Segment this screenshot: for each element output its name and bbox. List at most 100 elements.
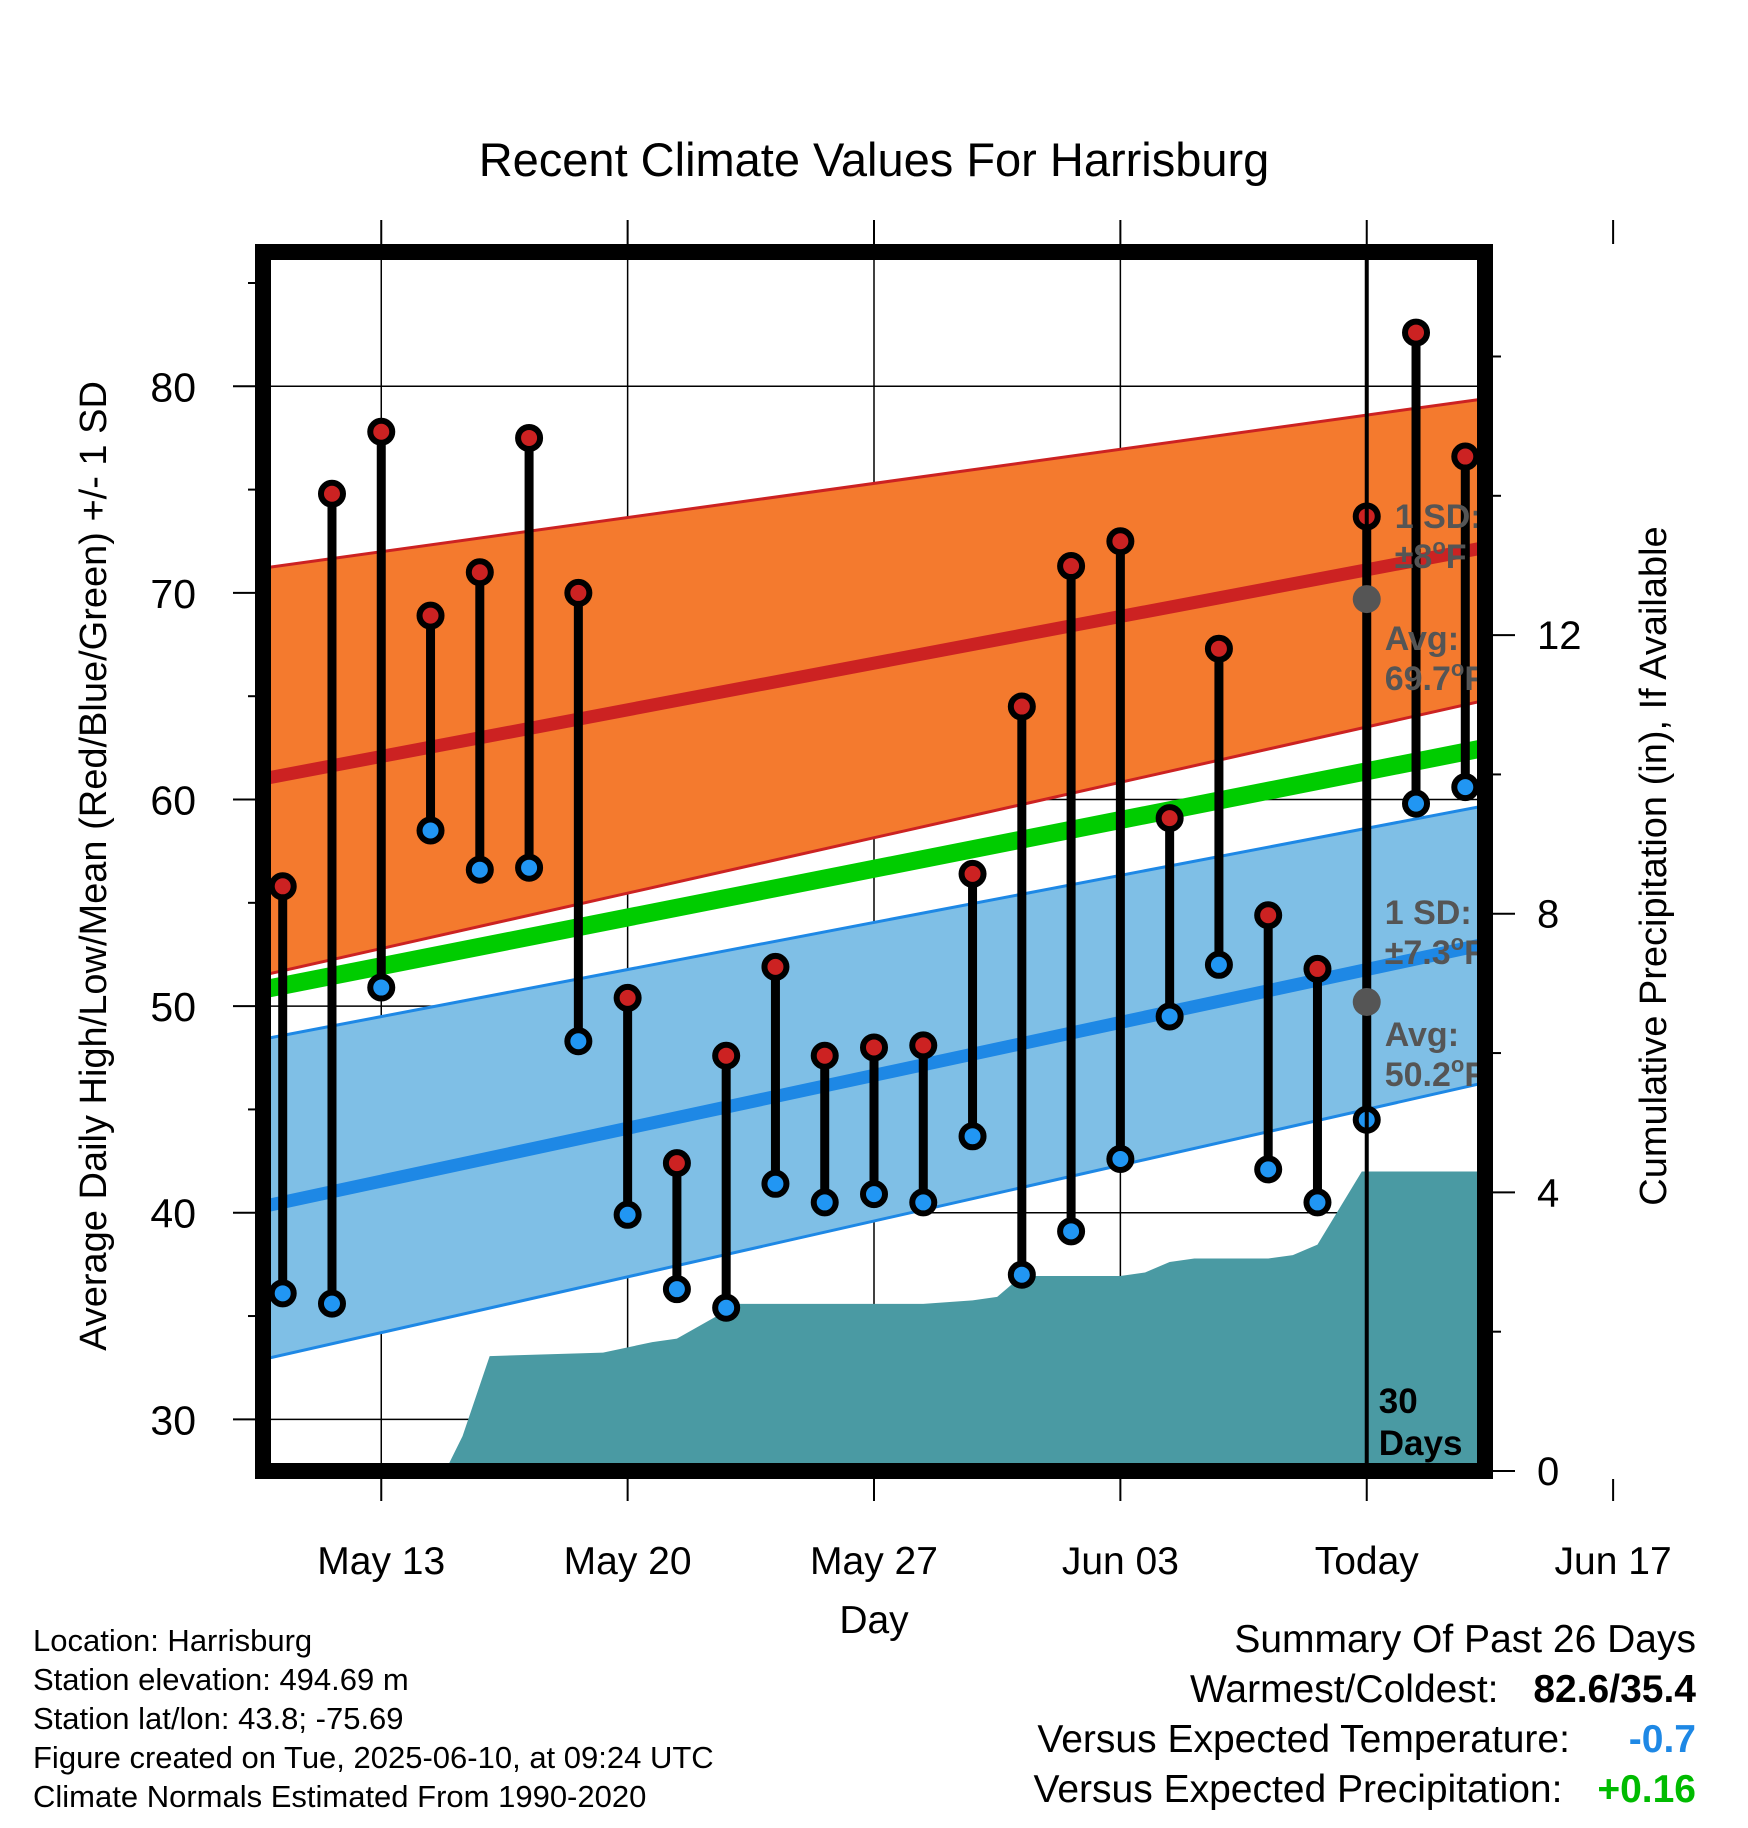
daily-high-marker: [1204, 634, 1233, 663]
daily-high-marker: [268, 872, 297, 901]
info-latlon: Station lat/lon: 43.8; -75.69: [33, 1701, 404, 1736]
daily-high-marker: [416, 601, 445, 630]
daily-markers: [268, 318, 1526, 1322]
y-tick-label: 40: [150, 1191, 196, 1237]
daily-high-marker: [810, 1041, 839, 1070]
summary-temp-label: Versus Expected Temperature:: [1037, 1718, 1570, 1761]
daily-low-marker: [1106, 1145, 1135, 1174]
low-sd-label: 1 SD:: [1385, 894, 1472, 932]
x-axis-label: Day: [839, 1599, 909, 1642]
y-tick-label: 80: [150, 364, 196, 410]
daily-low-marker: [1254, 1155, 1283, 1184]
summary-precip-label: Versus Expected Precipitation:: [1033, 1768, 1563, 1811]
daily-low-marker: [1451, 773, 1480, 802]
low-sd-value: ±7.3oF: [1385, 930, 1485, 972]
daily-low-marker: [1402, 789, 1431, 818]
y-axis: 30 40 50 60 70 80: [150, 281, 255, 1443]
info-normals: Climate Normals Estimated From 1990-2020: [33, 1779, 647, 1814]
high-sd-band-upper-edge: [263, 397, 1485, 570]
y-axis-label: Average Daily High/Low/Mean (Red/Blue/Gr…: [73, 381, 115, 1351]
daily-low-marker: [515, 853, 544, 882]
summary-temp: Versus Expected Temperature: -0.7: [1037, 1720, 1696, 1759]
y2-tick-label: 4: [1537, 1171, 1559, 1215]
daily-high-marker: [317, 479, 346, 508]
chart-title: Recent Climate Values For Harrisburg: [479, 133, 1270, 186]
daily-low-marker: [465, 855, 494, 884]
mean-normal-line: [263, 739, 1485, 999]
precip-area-fill: [445, 1171, 1485, 1471]
daily-high-marker: [515, 423, 544, 452]
x-axis: May 13 May 20 May 27 Jun 03 Today Jun 17: [317, 220, 1672, 1583]
high-sd-value: ±8oF: [1395, 534, 1467, 576]
y-tick-label: 70: [150, 571, 196, 617]
low-avg-value: 50.2oF: [1385, 1052, 1485, 1094]
low-sd-band-upper-edge: [263, 804, 1485, 1041]
days-count: 30: [1379, 1382, 1418, 1421]
x-tick-label: Jun 03: [1062, 1540, 1179, 1583]
low-sd-band-lower-edge: [263, 1081, 1485, 1361]
daily-low-marker: [712, 1293, 741, 1322]
high-sd-band-lower-edge: [263, 698, 1485, 977]
daily-high-marker: [465, 558, 494, 587]
daily-high-marker: [367, 417, 396, 446]
summary-extremes-value: 82.6/35.4: [1533, 1668, 1696, 1711]
low-avg-label: Avg:: [1385, 1016, 1459, 1054]
daily-high-marker: [1504, 638, 1526, 660]
daily-high-marker: [1155, 804, 1184, 833]
daily-high-marker: [909, 1031, 938, 1060]
daily-low-marker: [958, 1122, 987, 1151]
daily-low-marker: [367, 973, 396, 1002]
daily-high-marker: [564, 578, 593, 607]
daily-low-marker: [1155, 1002, 1184, 1031]
summary-extremes-label: Warmest/Coldest:: [1190, 1668, 1499, 1711]
daily-low-marker: [317, 1289, 346, 1318]
y-tick-label: 30: [150, 1397, 196, 1443]
high-avg-label: Avg:: [1385, 620, 1459, 658]
x-tick-label: Today: [1315, 1540, 1420, 1583]
high-avg-value: 69.7oF: [1385, 656, 1485, 698]
x-tick-label: May 13: [317, 1540, 445, 1583]
daily-high-marker: [1057, 552, 1086, 581]
info-created: Figure created on Tue, 2025-06-10, at 09…: [33, 1740, 714, 1775]
x-tick-label: May 27: [810, 1540, 938, 1583]
y2-axis-label: Cumulative Precipitation (in), If Availa…: [1633, 526, 1675, 1205]
daily-range-stems: [278, 332, 1470, 1308]
daily-low-marker: [613, 1200, 642, 1229]
high-normal-line: [263, 541, 1485, 786]
daily-low-marker: [1303, 1188, 1332, 1217]
daily-low-marker: [268, 1279, 297, 1308]
daily-low-marker: [761, 1169, 790, 1198]
daily-high-marker: [1106, 527, 1135, 556]
summary-precip-value: +0.16: [1597, 1768, 1696, 1811]
daily-low-marker: [810, 1188, 839, 1217]
daily-high-marker: [1303, 954, 1332, 983]
daily-high-marker: [761, 952, 790, 981]
daily-high-marker: [613, 983, 642, 1012]
plot-area: [263, 252, 1526, 1471]
high-sd-band: [263, 398, 1485, 976]
daily-high-marker: [1402, 318, 1431, 347]
daily-low-marker: [662, 1275, 691, 1304]
daily-high-marker: [1007, 692, 1036, 721]
daily-high-marker: [1254, 901, 1283, 930]
daily-low-marker: [1504, 830, 1526, 852]
summary-precip: Versus Expected Precipitation: +0.16: [1034, 1770, 1697, 1809]
high-avg-dot: [1352, 585, 1381, 614]
daily-low-marker: [1057, 1217, 1086, 1246]
y-tick-label: 60: [150, 778, 196, 824]
y2-tick-label: 8: [1537, 893, 1559, 937]
summary-title: Summary Of Past 26 Days: [1234, 1618, 1696, 1661]
daily-high-marker: [1451, 442, 1480, 471]
low-avg-dot: [1352, 987, 1381, 1016]
y2-tick-label: 0: [1537, 1450, 1559, 1494]
info-elevation: Station elevation: 494.69 m: [33, 1662, 409, 1697]
daily-high-marker: [662, 1149, 691, 1178]
y-tick-label: 50: [150, 984, 196, 1030]
info-location: Location: Harrisburg: [33, 1623, 313, 1658]
summary-extremes: Warmest/Coldest: 82.6/35.4: [1190, 1670, 1696, 1709]
x-tick-label: May 20: [564, 1540, 692, 1583]
daily-low-marker: [564, 1027, 593, 1056]
daily-low-marker: [909, 1188, 938, 1217]
daily-low-marker: [860, 1180, 888, 1209]
